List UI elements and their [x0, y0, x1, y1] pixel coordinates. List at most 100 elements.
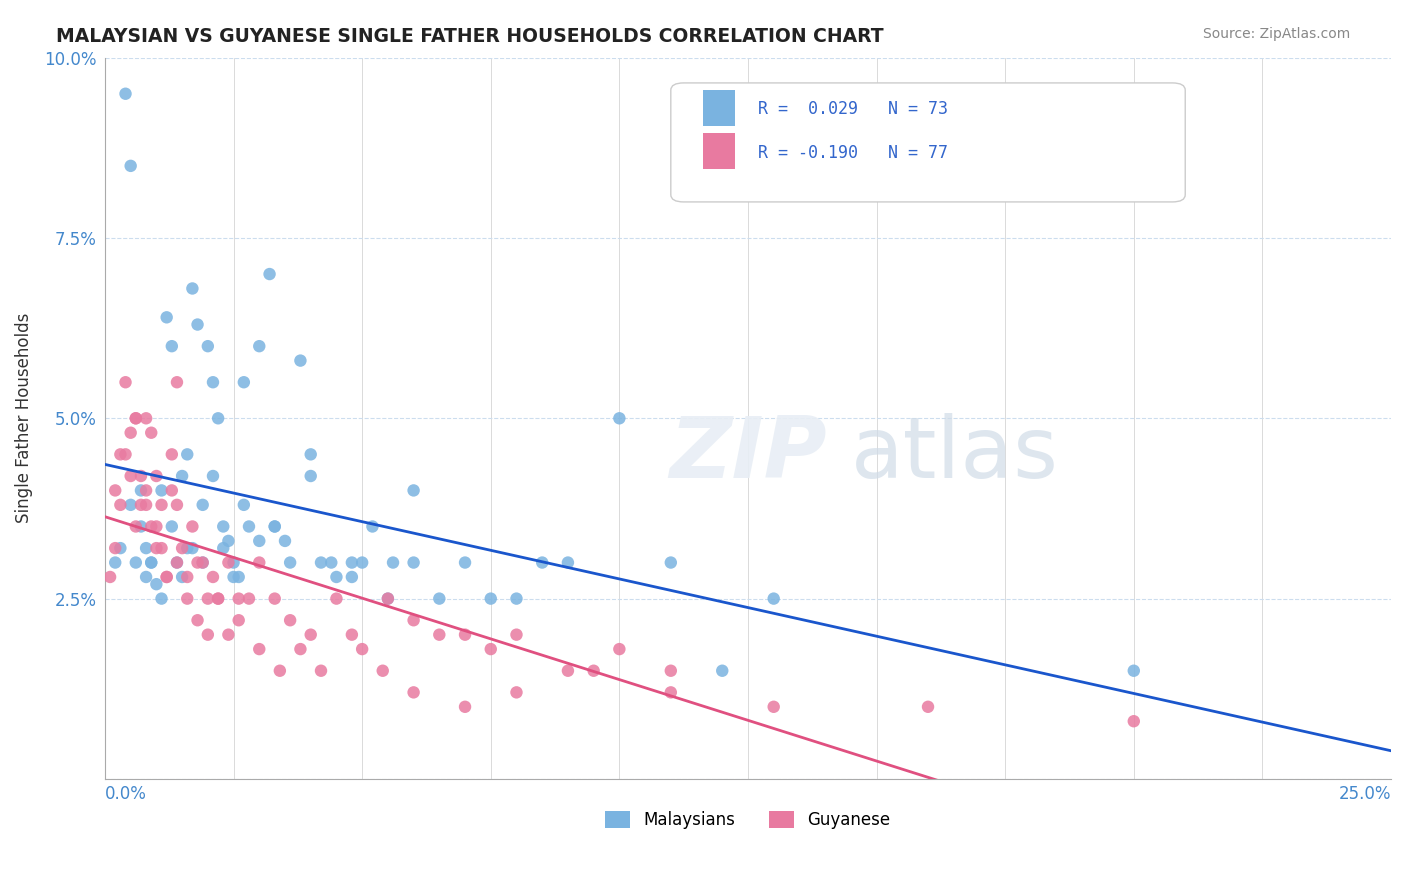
Text: atlas: atlas	[851, 413, 1059, 496]
Point	[135, 541, 157, 555]
Point	[201, 570, 224, 584]
Point	[232, 498, 254, 512]
Point	[135, 570, 157, 584]
Point	[247, 642, 270, 657]
Point	[104, 483, 127, 498]
Point	[207, 591, 229, 606]
Point	[263, 519, 285, 533]
Point	[141, 519, 163, 533]
Point	[228, 591, 250, 606]
Point	[156, 570, 179, 584]
Point	[427, 591, 450, 606]
Point	[247, 556, 270, 570]
Point	[377, 591, 399, 606]
Point	[150, 483, 173, 498]
Point	[125, 556, 148, 570]
Point	[659, 685, 682, 699]
Point	[454, 699, 477, 714]
Point	[201, 376, 224, 390]
Point	[166, 376, 188, 390]
Text: 25.0%: 25.0%	[1339, 785, 1391, 803]
Text: R = -0.190   N = 77: R = -0.190 N = 77	[758, 144, 948, 161]
Point	[217, 556, 239, 570]
Point	[711, 664, 734, 678]
Point	[129, 483, 152, 498]
Point	[145, 519, 167, 533]
Point	[352, 642, 374, 657]
Point	[120, 425, 142, 440]
Point	[382, 556, 405, 570]
Point	[186, 613, 208, 627]
Point	[125, 411, 148, 425]
Text: MALAYSIAN VS GUYANESE SINGLE FATHER HOUSEHOLDS CORRELATION CHART: MALAYSIAN VS GUYANESE SINGLE FATHER HOUS…	[56, 27, 884, 45]
Point	[129, 519, 152, 533]
Point	[274, 533, 297, 548]
Point	[402, 483, 425, 498]
Point	[325, 570, 347, 584]
Point	[479, 591, 502, 606]
Legend: Malaysians, Guyanese: Malaysians, Guyanese	[599, 804, 897, 836]
Point	[222, 570, 245, 584]
Point	[263, 591, 285, 606]
Point	[135, 498, 157, 512]
Point	[609, 642, 631, 657]
Point	[145, 541, 167, 555]
Point	[278, 556, 301, 570]
Y-axis label: Single Father Households: Single Father Households	[15, 313, 32, 524]
Point	[176, 570, 198, 584]
Point	[325, 591, 347, 606]
Point	[120, 498, 142, 512]
Point	[505, 628, 527, 642]
Point	[120, 469, 142, 483]
Point	[299, 447, 322, 461]
Point	[582, 664, 605, 678]
Point	[160, 339, 183, 353]
Text: Source: ZipAtlas.com: Source: ZipAtlas.com	[1202, 27, 1350, 41]
Point	[340, 556, 363, 570]
Point	[402, 685, 425, 699]
Point	[186, 318, 208, 332]
Point	[125, 411, 148, 425]
Point	[135, 483, 157, 498]
Point	[217, 628, 239, 642]
Point	[427, 628, 450, 642]
Point	[278, 613, 301, 627]
Point	[150, 591, 173, 606]
Point	[197, 339, 219, 353]
Point	[212, 519, 235, 533]
Point	[110, 498, 132, 512]
Point	[156, 310, 179, 325]
Point	[454, 556, 477, 570]
Point	[321, 556, 343, 570]
Point	[114, 376, 136, 390]
Point	[181, 519, 204, 533]
Point	[160, 447, 183, 461]
Point	[361, 519, 384, 533]
Point	[110, 541, 132, 555]
Point	[659, 556, 682, 570]
Point	[201, 469, 224, 483]
Point	[181, 541, 204, 555]
Point	[290, 642, 312, 657]
Point	[166, 498, 188, 512]
Point	[166, 556, 188, 570]
Point	[505, 591, 527, 606]
Point	[98, 570, 121, 584]
Point	[104, 556, 127, 570]
Point	[176, 591, 198, 606]
Point	[238, 519, 260, 533]
Point	[247, 339, 270, 353]
Point	[181, 281, 204, 295]
Point	[160, 483, 183, 498]
Point	[150, 498, 173, 512]
Point	[135, 411, 157, 425]
Point	[557, 664, 579, 678]
Point	[212, 541, 235, 555]
Point	[141, 556, 163, 570]
Point	[309, 664, 332, 678]
Point	[505, 685, 527, 699]
Point	[557, 556, 579, 570]
Text: R =  0.029   N = 73: R = 0.029 N = 73	[758, 100, 948, 118]
Point	[125, 519, 148, 533]
Point	[263, 519, 285, 533]
